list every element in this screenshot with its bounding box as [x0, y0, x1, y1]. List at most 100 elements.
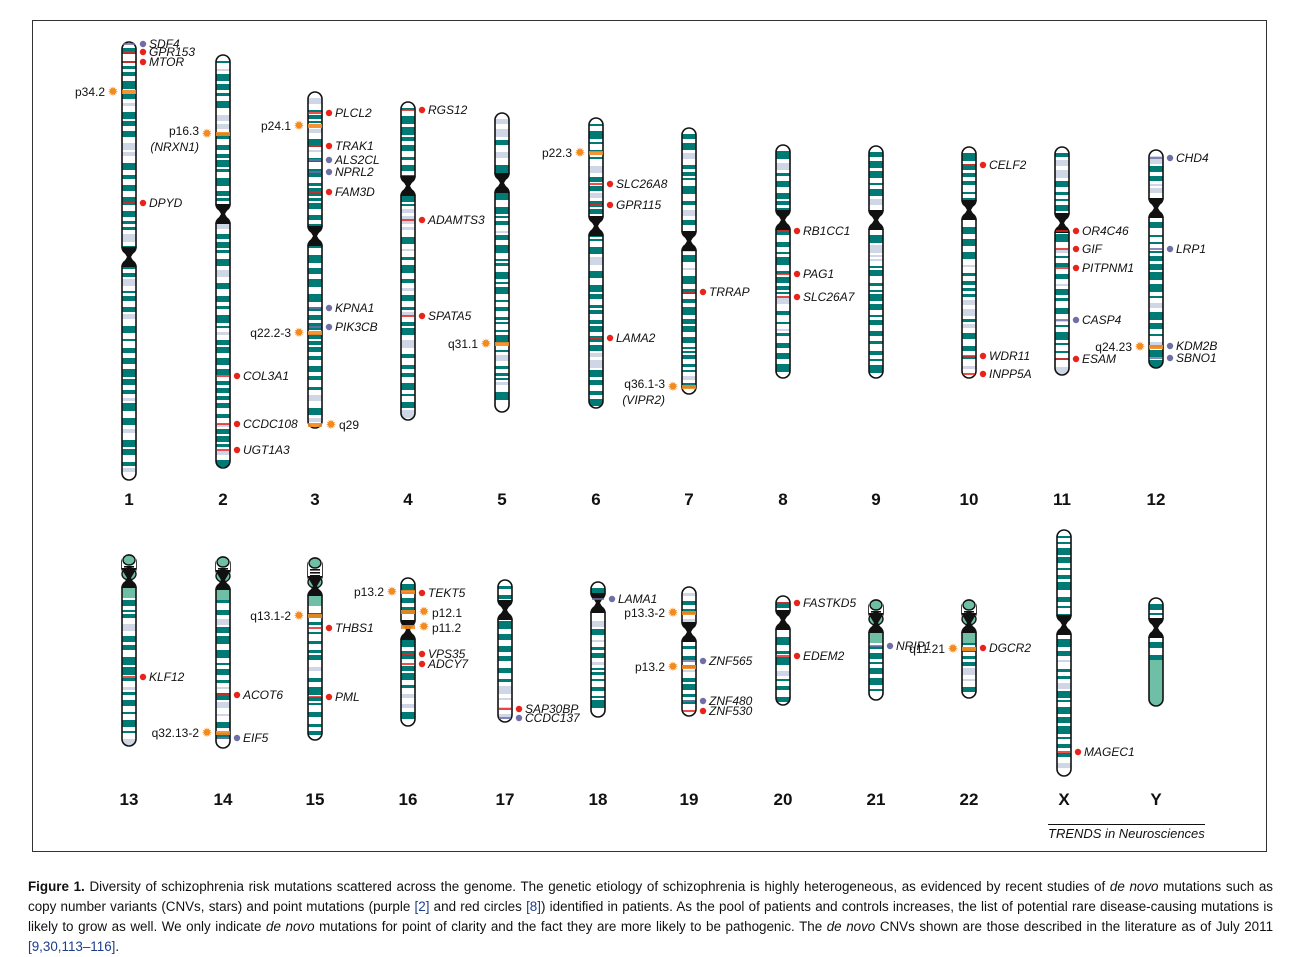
cnv-star-q31-1: ✹ [481, 337, 492, 352]
chromosome-number-10: 10 [960, 490, 979, 509]
caption-text-2: mutations such as copy number variants (… [28, 879, 1273, 915]
gene-label-sdf4: SDF4 [149, 37, 180, 51]
gene-label-nprl2: NPRL2 [335, 165, 374, 179]
cnv-star-p13-2: ✹ [387, 585, 398, 600]
gene-marker-pik3cb [325, 323, 333, 331]
gene-label-ccdc108: CCDC108 [243, 417, 298, 431]
gene-marker-sap30bp [515, 705, 523, 713]
gene-label-pml: PML [335, 690, 360, 704]
cnv-star-p24-1: ✹ [294, 119, 305, 134]
chromosome-number-9: 9 [871, 490, 880, 509]
chromosome-number-20: 20 [774, 790, 793, 809]
gene-marker-thbs1 [325, 624, 333, 632]
gene-marker-lama2 [606, 334, 614, 342]
chromosome-14: 14 ACOT6 EIF5 ✹q32.13-2 [152, 556, 283, 809]
gene-label-mtor: MTOR [149, 55, 184, 69]
chromosome-number-17: 17 [496, 790, 515, 809]
chromosome-number-1: 1 [124, 490, 133, 509]
gene-marker-gpr153 [139, 48, 147, 56]
gene-label-kpna1: KPNA1 [335, 301, 374, 315]
gene-label-ccdc137: CCDC137 [525, 711, 581, 725]
gene-marker-col3a1 [233, 372, 241, 380]
caption-em-1: de novo [1109, 879, 1159, 895]
gene-marker-gif [1072, 245, 1080, 253]
gene-marker-eif5 [233, 734, 241, 742]
cnv-label-p16-3: p16.3 [169, 124, 199, 138]
cnv-star-p11-2: ✹ [419, 620, 430, 635]
cnv-star-p16-3: ✹ [202, 127, 213, 142]
gene-marker-rb1cc1 [793, 227, 801, 235]
cnv-label-p13-3-2: p13.3-2 [624, 606, 665, 620]
chromosome-18: 18 LAMA1 [589, 581, 657, 809]
cnv-label-p34-2: p34.2 [75, 85, 105, 99]
chromosome-11: 11 OR4C46 GIF PITPNM1 CASP4 ESAM [1053, 146, 1134, 509]
gene-label-kdm2b: KDM2B [1176, 339, 1217, 353]
gene-marker-klf12 [139, 673, 147, 681]
gene-marker-trrap [699, 288, 707, 296]
cnv-label-q11-21: q11.21 [909, 642, 945, 656]
cnv-star-q36-1-3: ✹ [668, 380, 679, 395]
cnv-label-p12-1: p12.1 [432, 606, 462, 620]
cnv-star-q24-23: ✹ [1135, 340, 1146, 355]
gene-marker-znf530 [699, 707, 707, 715]
cnv-star-q22-2-3: ✹ [294, 326, 305, 341]
gene-label-fam3d: FAM3D [335, 185, 375, 199]
cnv-label-q31-1: q31.1 [448, 337, 478, 351]
gene-marker-gpr115 [606, 201, 614, 209]
chromosome-number-8: 8 [778, 490, 787, 509]
gene-label-casp4: CASP4 [1082, 313, 1122, 327]
caption-text-3: and red circles [429, 899, 527, 915]
gene-label-gpr153: GPR153 [149, 45, 195, 59]
gene-label-dgcr2: DGCR2 [989, 641, 1031, 655]
cnv-star-q29: ✹ [326, 418, 337, 433]
gene-marker-als2cl [325, 156, 333, 164]
caption-ref-1[interactable]: [2] [414, 899, 430, 915]
gene-marker-adamts3 [418, 216, 426, 224]
caption-text-1: Diversity of schizophrenia risk mutation… [89, 879, 1110, 895]
gene-marker-pml [325, 693, 333, 701]
gene-label-lama1: LAMA1 [618, 592, 657, 606]
chromosome-number-7: 7 [684, 490, 693, 509]
gene-label-sap30bp: SAP30BP [525, 702, 578, 716]
gene-marker-lama1 [608, 595, 616, 603]
gene-label-pitpnm1: PITPNM1 [1082, 261, 1134, 275]
cnv-star-q32-13-2: ✹ [202, 726, 213, 741]
chromosome-number-2: 2 [218, 490, 227, 509]
gene-marker-wdr11 [979, 352, 987, 360]
gene-marker-or4c46 [1072, 227, 1080, 235]
chromosome-number-15: 15 [306, 790, 325, 809]
caption-ref-3[interactable]: [9,30,113–116] [28, 939, 116, 955]
chromosome-number-12: 12 [1147, 490, 1166, 509]
chromosome-7: 7 TRRAP ✹q36.1-3 (VIPR2) [622, 127, 750, 509]
caption-ref-2[interactable]: [8] [526, 899, 541, 915]
gene-marker-vps35 [418, 650, 426, 658]
gene-marker-nrip1 [886, 642, 894, 650]
gene-marker-celf2 [979, 161, 987, 169]
chromosome-number-11: 11 [1053, 490, 1071, 509]
gene-label-adamts3: ADAMTS3 [427, 213, 485, 227]
gene-marker-dgcr2 [979, 644, 987, 652]
gene-label-acot6: ACOT6 [242, 688, 283, 702]
cnv-label-q29: q29 [339, 418, 359, 432]
chromosome-20: 20 FASTKD5 EDEM2 [774, 595, 856, 809]
gene-label-slc26a7: SLC26A7 [803, 290, 856, 304]
gene-marker-pitpnm1 [1072, 264, 1080, 272]
gene-marker-fam3d [325, 188, 333, 196]
cnv-label-q36-1-3: q36.1-3 [624, 377, 665, 391]
gene-marker-edem2 [793, 652, 801, 660]
gene-label-pik3cb: PIK3CB [335, 320, 378, 334]
cnv-star-p22-3: ✹ [575, 146, 586, 161]
chromosome-number-3: 3 [310, 490, 319, 509]
gene-marker-lrp1 [1166, 245, 1174, 253]
caption-text-4: ) identified in patients. As the pool of… [28, 899, 1274, 935]
cnv-star-q13-1-2: ✹ [294, 609, 305, 624]
chromosome-6: 6 SLC26A8 GPR115 LAMA2 ✹p22.3 [542, 117, 668, 509]
cnv-sublabel-nrxn1: (NRXN1) [150, 140, 199, 154]
chromosome-number-14: 14 [214, 790, 233, 809]
gene-label-trrap: TRRAP [709, 285, 750, 299]
gene-label-or4c46: OR4C46 [1082, 224, 1129, 238]
gene-label-spata5: SPATA5 [428, 309, 472, 323]
